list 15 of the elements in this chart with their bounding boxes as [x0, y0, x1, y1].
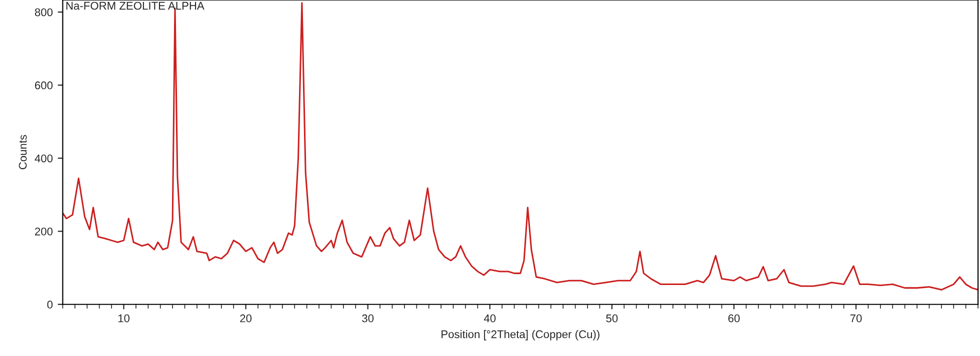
y-tick-label: 0	[47, 300, 53, 309]
x-tick-label: 70	[850, 314, 862, 322]
x-tick-label: 30	[362, 314, 374, 322]
y-tick-label: 600	[35, 81, 53, 90]
y-tick-label: 200	[35, 228, 53, 236]
x-tick-label: 60	[728, 314, 740, 322]
x-tick-label: 50	[606, 314, 618, 322]
y-tick-label: 400	[34, 154, 53, 162]
x-axis-title: Position [°2Theta] (Copper (Cu))	[442, 330, 600, 340]
x-tick-label: 20	[240, 314, 252, 322]
x-tick-label: 40	[484, 314, 496, 322]
y-axis-title: Counts	[18, 134, 27, 170]
y-tick-label: 800	[34, 8, 53, 16]
chart-title: Na-FORM ZEOLITE ALPHA	[66, 2, 204, 10]
x-tick-label: 10	[118, 314, 130, 322]
